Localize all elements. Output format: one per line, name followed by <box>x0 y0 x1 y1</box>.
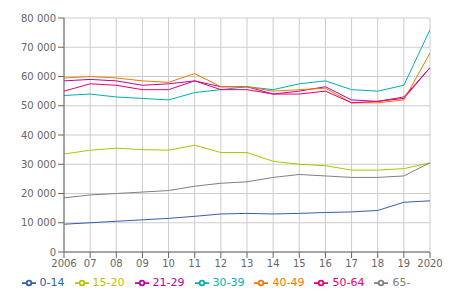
svg-text:0: 0 <box>50 247 56 258</box>
svg-text:07: 07 <box>84 258 97 269</box>
svg-text:08: 08 <box>110 258 123 269</box>
svg-text:15: 15 <box>293 258 306 269</box>
svg-text:17: 17 <box>345 258 358 269</box>
svg-text:12: 12 <box>214 258 227 269</box>
svg-text:10: 10 <box>162 258 175 269</box>
svg-text:16: 16 <box>319 258 332 269</box>
svg-text:2006: 2006 <box>51 258 76 269</box>
svg-text:18: 18 <box>371 258 384 269</box>
html-text:65-: 65- <box>392 276 411 289</box>
svg-text:13: 13 <box>241 258 254 269</box>
html-text:50-64: 50-64 <box>332 276 365 289</box>
html-text:30-39: 30-39 <box>212 276 245 289</box>
svg-text:40 000: 40 000 <box>21 130 56 141</box>
html-text:21-29: 21-29 <box>152 276 185 289</box>
svg-text:19: 19 <box>397 258 410 269</box>
svg-text:11: 11 <box>188 258 201 269</box>
svg-text:10 000: 10 000 <box>21 217 56 228</box>
html-text:40-49: 40-49 <box>272 276 305 289</box>
html-text:15-20: 15-20 <box>92 276 125 289</box>
svg-text:20 000: 20 000 <box>21 188 56 199</box>
svg-text:2020: 2020 <box>417 258 442 269</box>
svg-text:09: 09 <box>136 258 149 269</box>
html-text:0-14: 0-14 <box>39 276 65 289</box>
svg-text:30 000: 30 000 <box>21 159 56 170</box>
svg-text:60 000: 60 000 <box>21 71 56 82</box>
svg-text:14: 14 <box>267 258 280 269</box>
svg-text:50 000: 50 000 <box>21 100 56 111</box>
svg-text:70 000: 70 000 <box>21 42 56 53</box>
svg-text:80 000: 80 000 <box>21 13 56 24</box>
